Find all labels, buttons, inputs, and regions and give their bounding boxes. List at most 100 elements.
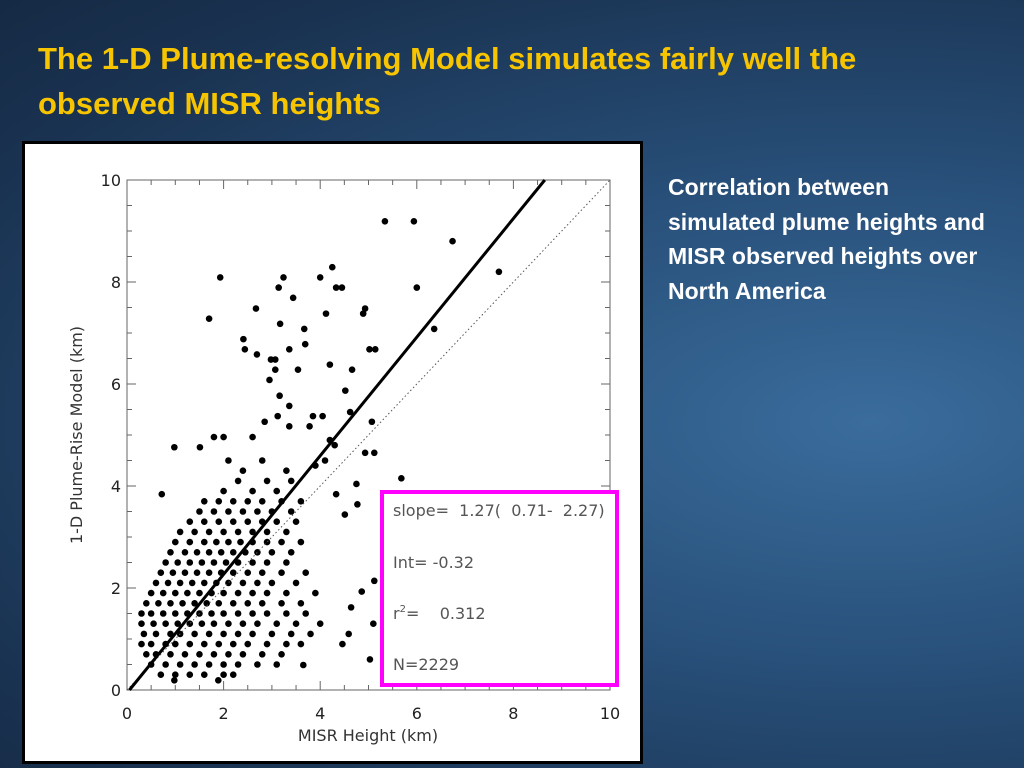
data-point [249, 433, 256, 441]
data-point [316, 274, 324, 281]
data-point [210, 433, 218, 441]
stat-slope: slope= 1.27( 0.71- 2.27) [393, 501, 605, 520]
data-point [306, 423, 313, 430]
data-point [215, 600, 223, 607]
data-point [220, 671, 227, 678]
data-point [413, 284, 421, 291]
data-point [273, 620, 281, 627]
data-point [200, 671, 208, 678]
data-point [294, 366, 302, 374]
data-point [292, 620, 300, 627]
data-point [200, 640, 208, 648]
data-point [258, 569, 266, 576]
x-tick-label: 8 [508, 704, 518, 723]
data-point [152, 630, 160, 638]
data-point [342, 387, 349, 394]
data-point [332, 284, 340, 291]
data-point [220, 589, 227, 597]
data-point [167, 651, 174, 658]
data-point [287, 549, 295, 556]
data-point [186, 518, 194, 525]
data-point [143, 600, 150, 607]
data-point [208, 610, 215, 617]
data-point [155, 600, 162, 607]
data-point [302, 569, 310, 576]
data-point [138, 610, 145, 617]
x-tick-label: 2 [219, 704, 229, 723]
data-point [205, 528, 213, 536]
data-point [268, 549, 276, 556]
y-tick-label: 8 [111, 273, 121, 292]
data-point [249, 487, 256, 495]
data-point [220, 610, 227, 617]
data-point [234, 630, 242, 638]
data-point [164, 579, 172, 587]
data-point [234, 528, 242, 536]
data-point [381, 218, 389, 225]
data-point [283, 467, 290, 475]
data-point [370, 620, 377, 627]
data-point [215, 640, 223, 648]
data-point [186, 640, 194, 648]
data-point [213, 538, 220, 546]
data-point [191, 528, 198, 536]
data-point [174, 559, 182, 566]
data-point [229, 671, 237, 678]
data-point [152, 579, 160, 587]
data-point [359, 310, 367, 317]
data-point [307, 630, 314, 638]
data-point [263, 559, 271, 566]
data-point [162, 559, 169, 566]
data-point [285, 423, 293, 430]
data-point [299, 661, 307, 669]
stat-r2: r2= 0.312 [393, 604, 486, 623]
data-point [143, 651, 150, 658]
data-point [205, 630, 213, 638]
data-point [217, 549, 225, 556]
data-point [200, 498, 208, 505]
data-point [205, 569, 213, 576]
data-point [285, 346, 293, 353]
data-point [172, 589, 179, 597]
data-point [252, 305, 260, 312]
data-point [200, 518, 208, 525]
data-point [366, 346, 373, 353]
data-point [186, 671, 194, 678]
data-point [186, 559, 194, 566]
data-point [162, 661, 169, 668]
data-point [210, 651, 218, 658]
data-point [297, 498, 305, 505]
data-point [263, 640, 271, 648]
data-point [147, 640, 155, 648]
data-point [220, 630, 227, 638]
data-point [254, 661, 261, 668]
data-point [229, 569, 237, 576]
data-point [261, 418, 268, 426]
data-point [184, 589, 191, 597]
data-point [345, 630, 352, 638]
data-point [258, 600, 266, 607]
data-point [229, 498, 237, 505]
data-point [297, 640, 305, 648]
data-point [234, 477, 242, 485]
data-point [193, 549, 201, 556]
data-point [278, 651, 285, 658]
data-point [214, 677, 222, 684]
data-point [254, 508, 261, 515]
data-point [287, 477, 295, 485]
data-point [346, 408, 354, 416]
data-point [283, 528, 290, 536]
y-tick-label: 4 [111, 477, 121, 496]
data-point [241, 346, 249, 353]
stat-r2-value: = 0.312 [406, 604, 486, 623]
data-point [273, 487, 281, 495]
x-tick-label: 4 [315, 704, 325, 723]
data-point [266, 376, 273, 384]
data-point [158, 490, 166, 498]
data-point [276, 320, 284, 328]
data-point [319, 412, 326, 420]
data-point [176, 528, 184, 536]
data-point [172, 610, 179, 617]
data-point [167, 600, 174, 607]
